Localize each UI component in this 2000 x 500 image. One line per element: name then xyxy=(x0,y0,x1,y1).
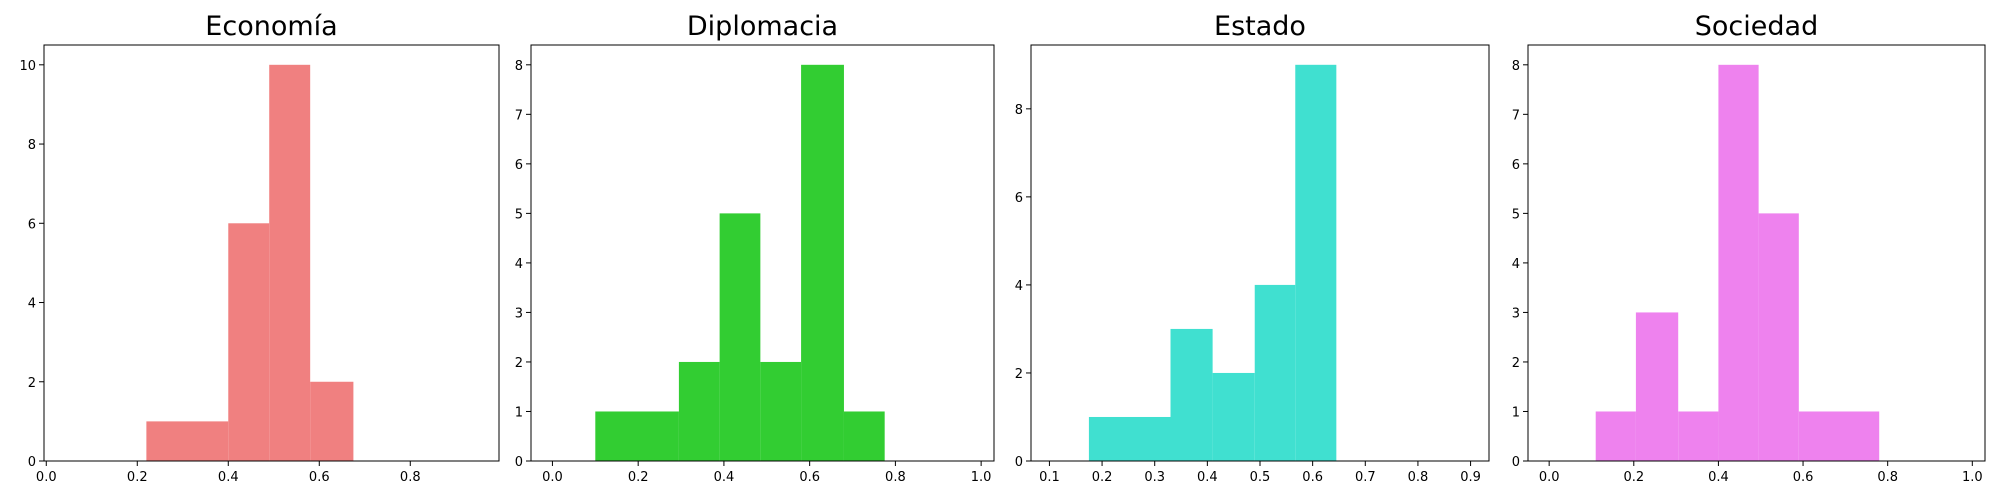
x-tick-label: 0.6 xyxy=(1302,470,1323,485)
histogram-bar xyxy=(1635,312,1679,461)
y-tick-label: 6 xyxy=(1015,191,1023,206)
y-tick-label: 4 xyxy=(28,297,36,312)
x-tick-label: 0.2 xyxy=(127,470,148,485)
x-tick-label: 0.7 xyxy=(1355,470,1376,485)
y-tick-label: 5 xyxy=(1512,207,1520,222)
x-tick-label: 0.0 xyxy=(1539,470,1560,485)
x-tick-label: 0.3 xyxy=(1144,470,1165,485)
y-tick-label: 6 xyxy=(28,217,36,232)
y-tick-label: 0 xyxy=(28,455,36,470)
x-tick-label: 0.9 xyxy=(1460,470,1481,485)
x-tick-label: 0.0 xyxy=(542,470,563,485)
histogram-bar xyxy=(719,213,761,461)
histogram-panel: 0.1 0.2 0.3 0.4 0.5 0.6 0.7 0.8 0.9 0 2 4 6 8 Estado xyxy=(1015,11,1490,485)
x-tick-label: 0.4 xyxy=(1197,470,1218,485)
histogram-bar xyxy=(146,421,229,461)
x-tick-label: 0.4 xyxy=(1708,470,1729,485)
histogram-bar xyxy=(1254,284,1296,461)
histogram-bar xyxy=(1595,411,1636,461)
y-tick-label: 8 xyxy=(515,59,523,74)
histogram-bar xyxy=(678,361,720,461)
histogram-bar xyxy=(1678,411,1719,461)
y-tick-label: 1 xyxy=(515,405,523,420)
y-tick-label: 4 xyxy=(1015,279,1023,294)
x-tick-label: 0.2 xyxy=(1092,470,1113,485)
x-tick-label: 0.6 xyxy=(1793,470,1814,485)
y-tick-label: 1 xyxy=(1512,405,1520,420)
histogram-bar xyxy=(801,64,844,462)
axes-frame xyxy=(43,44,500,462)
y-tick-label: 3 xyxy=(515,306,523,321)
x-tick-label: 0.4 xyxy=(218,470,239,485)
chart-title: Sociedad xyxy=(1695,11,1818,42)
y-tick-label: 5 xyxy=(515,207,523,222)
histogram-panel: 0.0 0.2 0.4 0.6 0.8 0 2 4 6 8 10 Economía xyxy=(19,11,500,485)
histogram-bar xyxy=(843,411,885,461)
y-tick-label: 0 xyxy=(515,455,523,470)
x-tick-label: 0.8 xyxy=(1877,470,1898,485)
y-tick-label: 8 xyxy=(28,138,36,153)
y-tick-label: 0 xyxy=(1015,455,1023,470)
x-tick-label: 0.2 xyxy=(628,470,649,485)
x-tick-label: 0.8 xyxy=(400,470,421,485)
y-tick-label: 8 xyxy=(1512,59,1520,74)
x-tick-label: 1.0 xyxy=(971,470,992,485)
y-tick-label: 2 xyxy=(515,356,523,371)
y-tick-label: 3 xyxy=(1512,306,1520,321)
x-tick-label: 0.8 xyxy=(885,470,906,485)
x-tick-label: 0.6 xyxy=(799,470,820,485)
chart-title: Diplomacia xyxy=(687,11,838,42)
histogram-bar xyxy=(228,223,270,461)
chart-title: Economía xyxy=(205,11,337,42)
y-tick-label: 2 xyxy=(1512,356,1520,371)
chart-title: Estado xyxy=(1214,11,1306,42)
histogram-bar xyxy=(595,411,679,461)
axes-frame xyxy=(530,44,995,462)
histogram-bar xyxy=(1798,411,1880,461)
histogram-bar xyxy=(1170,328,1213,461)
x-tick-label: 0.0 xyxy=(36,470,57,485)
y-tick-label: 7 xyxy=(1512,108,1520,123)
y-tick-label: 10 xyxy=(19,59,36,74)
x-tick-label: 1.0 xyxy=(1962,470,1983,485)
y-tick-label: 4 xyxy=(1512,257,1520,272)
x-tick-label: 0.5 xyxy=(1250,470,1271,485)
histogram-bar xyxy=(1212,372,1255,461)
histogram-bar xyxy=(1758,213,1799,461)
y-tick-label: 4 xyxy=(515,257,523,272)
axes-frame xyxy=(1527,44,1986,462)
histogram-bar xyxy=(1295,64,1337,462)
x-tick-label: 0.4 xyxy=(714,470,735,485)
x-tick-label: 0.2 xyxy=(1623,470,1644,485)
y-tick-label: 6 xyxy=(1512,158,1520,173)
y-tick-label: 0 xyxy=(1512,455,1520,470)
x-tick-label: 0.8 xyxy=(1408,470,1429,485)
histogram-panel: 0.0 0.2 0.4 0.6 0.8 1.0 0 1 2 3 4 5 6 7 8 Diplomacia xyxy=(515,11,995,485)
x-tick-label: 0.6 xyxy=(309,470,330,485)
y-tick-label: 6 xyxy=(515,158,523,173)
y-tick-label: 2 xyxy=(28,376,36,391)
x-tick-label: 0.1 xyxy=(1039,470,1060,485)
y-tick-label: 2 xyxy=(1015,367,1023,382)
histogram-bar xyxy=(760,361,802,461)
histogram-bar xyxy=(269,64,311,462)
y-tick-label: 7 xyxy=(515,108,523,123)
y-tick-label: 8 xyxy=(1015,103,1023,118)
histogram-bar xyxy=(1088,416,1171,461)
histogram-bar xyxy=(310,381,354,461)
histogram-bar xyxy=(1718,64,1759,462)
histogram-panel: 0.0 0.2 0.4 0.6 0.8 1.0 0 1 2 3 4 5 6 7 8 Sociedad xyxy=(1512,11,1986,485)
